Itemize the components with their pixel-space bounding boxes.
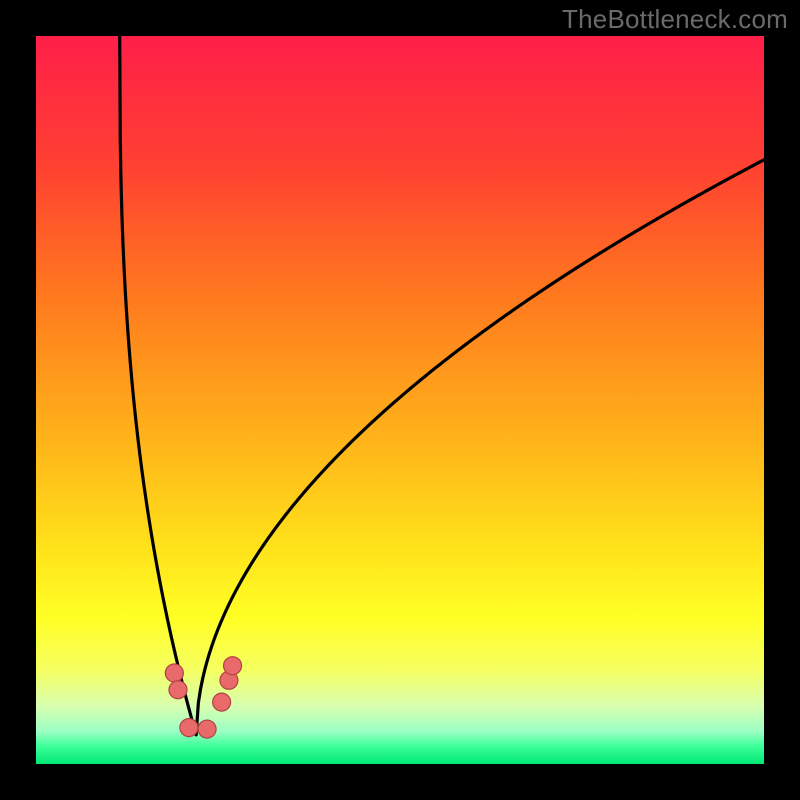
marker-point bbox=[213, 693, 231, 711]
marker-point bbox=[169, 681, 187, 699]
marker-point bbox=[198, 720, 216, 738]
marker-point bbox=[180, 719, 198, 737]
stage: TheBottleneck.com bbox=[0, 0, 800, 800]
marker-point bbox=[165, 664, 183, 682]
plot-svg bbox=[36, 36, 764, 764]
plot-box bbox=[36, 36, 764, 764]
watermark-text: TheBottleneck.com bbox=[562, 4, 788, 35]
gradient-background bbox=[36, 36, 764, 764]
marker-point bbox=[224, 657, 242, 675]
